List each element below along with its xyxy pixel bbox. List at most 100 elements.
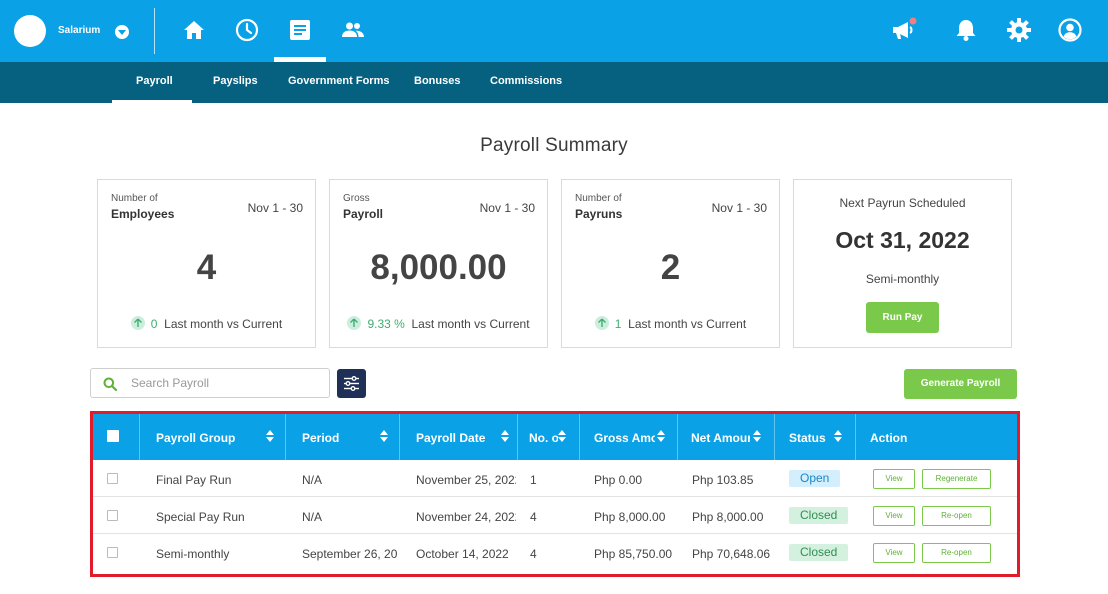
card-trend: 9.33 % Last month vs Current [330,316,547,331]
cell-period: N/A [302,510,323,524]
active-tab-indicator [112,100,192,103]
cell-payroll-date: November 24, 2022 [416,510,516,524]
arrow-up-icon [594,316,609,330]
tab-government-forms[interactable]: Government Forms [288,75,390,87]
navbar-divider [154,8,155,54]
column-header-payroll-group[interactable]: Payroll Group [156,431,236,445]
view-button[interactable]: View [873,506,915,526]
card-label: Payroll [343,207,384,221]
chevron-down-icon[interactable] [115,25,129,39]
column-header-number-of-employees[interactable]: No. o [529,431,558,445]
sub-navbar: Payroll Payslips Government Forms Bonuse… [0,62,1108,103]
card-value: 2 [660,248,681,287]
trend-label: Last month vs Current [164,317,283,331]
sort-icon[interactable] [834,430,842,442]
cell-gross-amount: Php 8,000.00 [594,510,666,524]
status-badge: Open [789,470,841,487]
sort-icon[interactable] [753,430,761,442]
cell-net-amount: Php 70,648.06 [692,547,771,561]
arrow-up-icon [130,316,145,330]
regenerate-button[interactable]: Regenerate [922,469,991,489]
card-caption: Number of [111,193,158,204]
reopen-button[interactable]: Re-open [922,543,991,563]
reopen-button[interactable]: Re-open [922,506,991,526]
sort-icon[interactable] [380,430,388,442]
cell-payroll-date: November 25, 2022 [416,473,516,487]
document-icon[interactable] [287,17,313,43]
column-header-net-amount[interactable]: Net Amour [691,431,750,445]
search-input[interactable] [131,373,321,393]
company-name[interactable]: Salarium [58,25,101,36]
column-header-gross-amount[interactable]: Gross Amo [594,431,655,445]
home-icon[interactable] [181,17,207,43]
company-logo[interactable] [14,15,46,47]
cell-net-amount: Php 103.85 [692,473,754,487]
row-checkbox[interactable] [107,473,118,484]
column-header-period[interactable]: Period [302,431,340,445]
view-button[interactable]: View [873,469,915,489]
column-divider [285,414,286,460]
arrow-up-icon [347,316,362,330]
view-button[interactable]: View [873,543,915,563]
table-row: Special Pay Run N/A November 24, 2022 4 … [93,497,1017,534]
search-icon [103,377,117,391]
cell-employee-count: 4 [530,510,537,524]
card-period: Nov 1 - 30 [247,201,303,215]
filter-button[interactable] [337,369,366,398]
cell-gross-amount: Php 0.00 [594,473,643,487]
card-value: 4 [196,248,217,287]
tab-payslips[interactable]: Payslips [213,75,258,87]
trend-value: 9.33 % [367,317,405,331]
sort-icon[interactable] [501,430,509,442]
tab-bonuses[interactable]: Bonuses [414,75,461,87]
sort-icon[interactable] [657,430,665,442]
row-checkbox[interactable] [107,510,118,521]
column-divider [579,414,580,460]
card-trend: 1 Last month vs Current [562,316,779,331]
employees-card: Number of Employees Nov 1 - 30 4 0 Last … [97,179,316,348]
search-box [90,368,330,398]
sort-icon[interactable] [558,430,566,442]
cell-employee-count: 1 [530,473,537,487]
card-label: Employees [111,207,175,221]
trend-value: 1 [614,317,622,331]
cell-period: N/A [302,473,323,487]
trend-value: 0 [150,317,158,331]
next-payrun-date: Oct 31, 2022 [835,227,970,253]
cell-net-amount: Php 8,000.00 [692,510,764,524]
select-all-checkbox[interactable] [107,430,119,442]
cell-payroll-group: Final Pay Run [156,473,232,487]
gear-icon[interactable] [1006,17,1032,43]
column-divider [774,414,775,460]
column-divider [139,414,140,460]
active-nav-indicator [274,57,326,62]
tab-commissions[interactable]: Commissions [490,75,563,87]
people-icon[interactable] [340,17,366,43]
status-badge: Closed [789,507,849,524]
cell-gross-amount: Php 85,750.00 [594,547,673,561]
column-divider [399,414,400,460]
payroll-table: Payroll Group Period Payroll Date No. o … [90,411,1020,577]
cell-payroll-group: Special Pay Run [156,510,245,524]
bell-icon[interactable] [953,17,979,43]
top-navbar: Salarium [0,0,1108,62]
user-icon[interactable] [1057,17,1083,43]
tab-payroll[interactable]: Payroll [136,75,173,87]
column-divider [517,414,518,460]
generate-payroll-button[interactable]: Generate Payroll [904,369,1017,399]
card-trend: 0 Last month vs Current [98,316,315,331]
column-divider [855,414,856,460]
clock-icon[interactable] [234,17,260,43]
cell-period: September 26, 2022 [302,547,398,561]
cell-payroll-group: Semi-monthly [156,547,230,561]
column-header-payroll-date[interactable]: Payroll Date [416,431,486,445]
sliders-icon [344,376,359,391]
row-checkbox[interactable] [107,547,118,558]
card-label: Payruns [575,207,623,221]
sort-icon[interactable] [266,430,274,442]
page-title: Payroll Summary [480,135,628,156]
run-pay-button[interactable]: Run Pay [866,302,939,333]
megaphone-icon[interactable] [889,17,917,43]
trend-label: Last month vs Current [411,317,530,331]
column-header-status[interactable]: Status [789,431,826,445]
